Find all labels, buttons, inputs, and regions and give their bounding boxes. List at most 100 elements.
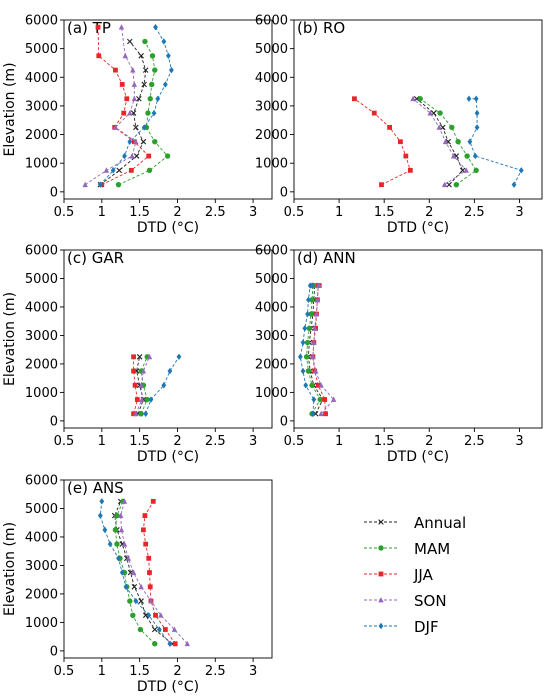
data-point bbox=[146, 612, 152, 619]
data-point bbox=[131, 354, 136, 360]
data-point bbox=[115, 181, 122, 188]
data-point bbox=[472, 152, 478, 160]
series-djf bbox=[97, 23, 174, 188]
x-axis-label: DTD (°C) bbox=[137, 679, 199, 695]
legend-marker bbox=[378, 622, 384, 630]
data-point bbox=[169, 66, 174, 74]
data-point bbox=[304, 339, 311, 346]
data-point bbox=[122, 152, 127, 160]
x-tick-label: 2.5 bbox=[205, 664, 226, 679]
data-point bbox=[127, 138, 133, 145]
data-point bbox=[446, 181, 452, 188]
x-tick-label: 1.5 bbox=[129, 205, 150, 220]
data-point bbox=[518, 167, 524, 174]
data-point bbox=[184, 640, 190, 647]
x-tick-label: 0.5 bbox=[284, 434, 305, 449]
data-point bbox=[146, 353, 153, 360]
data-point bbox=[379, 182, 384, 188]
data-point bbox=[141, 527, 146, 533]
plot-frame bbox=[63, 479, 273, 659]
x-tick-label: 2 bbox=[425, 205, 433, 220]
y-tick-label: 2000 bbox=[255, 357, 288, 372]
y-tick-label: 4000 bbox=[25, 71, 58, 86]
y-tick-label: 5000 bbox=[255, 42, 288, 57]
x-tick-label: 1 bbox=[98, 664, 106, 679]
series-line bbox=[114, 501, 156, 645]
data-point bbox=[138, 411, 144, 417]
data-point bbox=[133, 597, 139, 605]
legend-label: Annual bbox=[414, 514, 466, 532]
data-point bbox=[118, 24, 125, 30]
data-point bbox=[371, 110, 377, 116]
y-axis-label: Elevation (m) bbox=[2, 62, 18, 156]
data-point bbox=[103, 167, 110, 173]
y-tick-label: 3000 bbox=[25, 559, 58, 574]
data-point bbox=[410, 95, 416, 102]
x-tick-label: 2.5 bbox=[205, 434, 226, 449]
x-tick-label: 3 bbox=[249, 664, 257, 679]
data-point bbox=[172, 641, 178, 647]
data-point bbox=[152, 641, 158, 647]
series-jja bbox=[352, 96, 413, 188]
data-point bbox=[322, 397, 328, 402]
series-son bbox=[133, 353, 153, 417]
data-point bbox=[133, 410, 139, 417]
data-point bbox=[407, 167, 413, 173]
data-point bbox=[441, 181, 448, 188]
data-point bbox=[311, 339, 317, 345]
data-point bbox=[138, 598, 144, 604]
y-tick-label: 4000 bbox=[255, 71, 288, 86]
data-point bbox=[165, 52, 171, 59]
data-point bbox=[121, 541, 128, 547]
y-tick-label: 5000 bbox=[25, 272, 58, 287]
y-tick-label: 4000 bbox=[25, 300, 58, 315]
series-annual bbox=[97, 38, 149, 188]
series-mam bbox=[417, 96, 479, 188]
y-tick-label: 1000 bbox=[25, 616, 58, 631]
data-point bbox=[131, 81, 138, 87]
data-point bbox=[151, 626, 158, 633]
data-point bbox=[118, 526, 125, 533]
data-point bbox=[330, 396, 337, 402]
data-point bbox=[112, 527, 119, 533]
data-point bbox=[150, 498, 156, 504]
x-tick-label: 3 bbox=[249, 434, 257, 449]
data-point bbox=[305, 310, 310, 318]
data-point bbox=[138, 583, 144, 590]
y-tick-label: 5000 bbox=[255, 272, 288, 287]
data-point bbox=[97, 181, 103, 188]
x-tick-label: 1 bbox=[335, 434, 343, 449]
y-tick-label: 2000 bbox=[255, 128, 288, 143]
y-axis-label: Elevation (m) bbox=[2, 522, 18, 616]
y-tick-label: 0 bbox=[280, 185, 288, 200]
legend-label: MAM bbox=[414, 540, 450, 558]
data-point bbox=[136, 95, 142, 102]
legend-label: JJA bbox=[413, 566, 434, 584]
x-axis-label: DTD (°C) bbox=[387, 220, 449, 236]
data-point bbox=[138, 382, 144, 388]
legend-marker bbox=[378, 545, 384, 551]
data-point bbox=[306, 296, 311, 304]
data-point bbox=[127, 110, 133, 116]
data-point bbox=[138, 53, 144, 59]
y-tick-label: 0 bbox=[50, 185, 58, 200]
data-point bbox=[449, 124, 455, 131]
data-point bbox=[143, 541, 149, 547]
y-tick-label: 6000 bbox=[25, 474, 58, 489]
data-point bbox=[125, 555, 131, 561]
x-tick-label: 2 bbox=[173, 434, 181, 449]
series-jja bbox=[131, 354, 140, 417]
data-point bbox=[137, 626, 144, 633]
data-point bbox=[464, 153, 470, 159]
series-line bbox=[135, 356, 150, 414]
data-point bbox=[427, 110, 433, 116]
panel-4: 0.5 1 1.5 2 2.5 3 0 1000 2000 3000 4000 5000 6000 (d)… bbox=[255, 244, 543, 465]
data-point bbox=[148, 598, 154, 604]
data-point bbox=[147, 570, 152, 575]
series-line bbox=[99, 26, 172, 186]
data-point bbox=[316, 282, 322, 288]
data-point bbox=[142, 67, 149, 73]
y-tick-label: 3000 bbox=[25, 329, 58, 344]
data-point bbox=[119, 82, 125, 87]
